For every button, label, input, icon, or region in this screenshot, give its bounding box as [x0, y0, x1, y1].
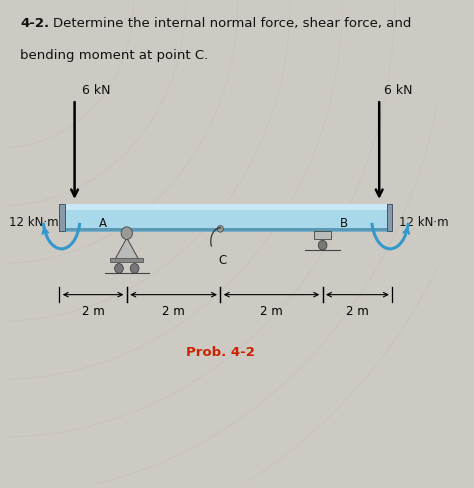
Circle shape: [318, 241, 327, 250]
Text: B: B: [339, 217, 347, 230]
Text: 2 m: 2 m: [260, 305, 283, 318]
Circle shape: [121, 227, 132, 240]
Text: A: A: [99, 217, 107, 230]
Circle shape: [130, 264, 139, 273]
Text: 4-2.: 4-2.: [20, 17, 49, 30]
Bar: [387, 204, 392, 231]
Text: bending moment at point C.: bending moment at point C.: [20, 49, 209, 61]
Text: 12 kN·m: 12 kN·m: [9, 216, 59, 229]
Polygon shape: [115, 238, 139, 260]
Bar: [59, 204, 392, 231]
Text: 2 m: 2 m: [346, 305, 369, 318]
Bar: [59, 227, 392, 231]
Text: Prob. 4-2: Prob. 4-2: [186, 346, 255, 359]
Text: Determine the internal normal force, shear force, and: Determine the internal normal force, she…: [53, 17, 411, 30]
Bar: [59, 204, 392, 210]
Text: 2 m: 2 m: [162, 305, 185, 318]
Circle shape: [217, 225, 223, 232]
Text: 2 m: 2 m: [82, 305, 104, 318]
Text: 6 kN: 6 kN: [82, 84, 111, 97]
Text: 6 kN: 6 kN: [384, 84, 413, 97]
Bar: [59, 204, 65, 231]
Text: 12 kN·m: 12 kN·m: [399, 216, 448, 229]
Bar: [110, 258, 143, 262]
Circle shape: [115, 264, 123, 273]
Text: C: C: [219, 254, 227, 267]
Bar: [314, 231, 331, 240]
